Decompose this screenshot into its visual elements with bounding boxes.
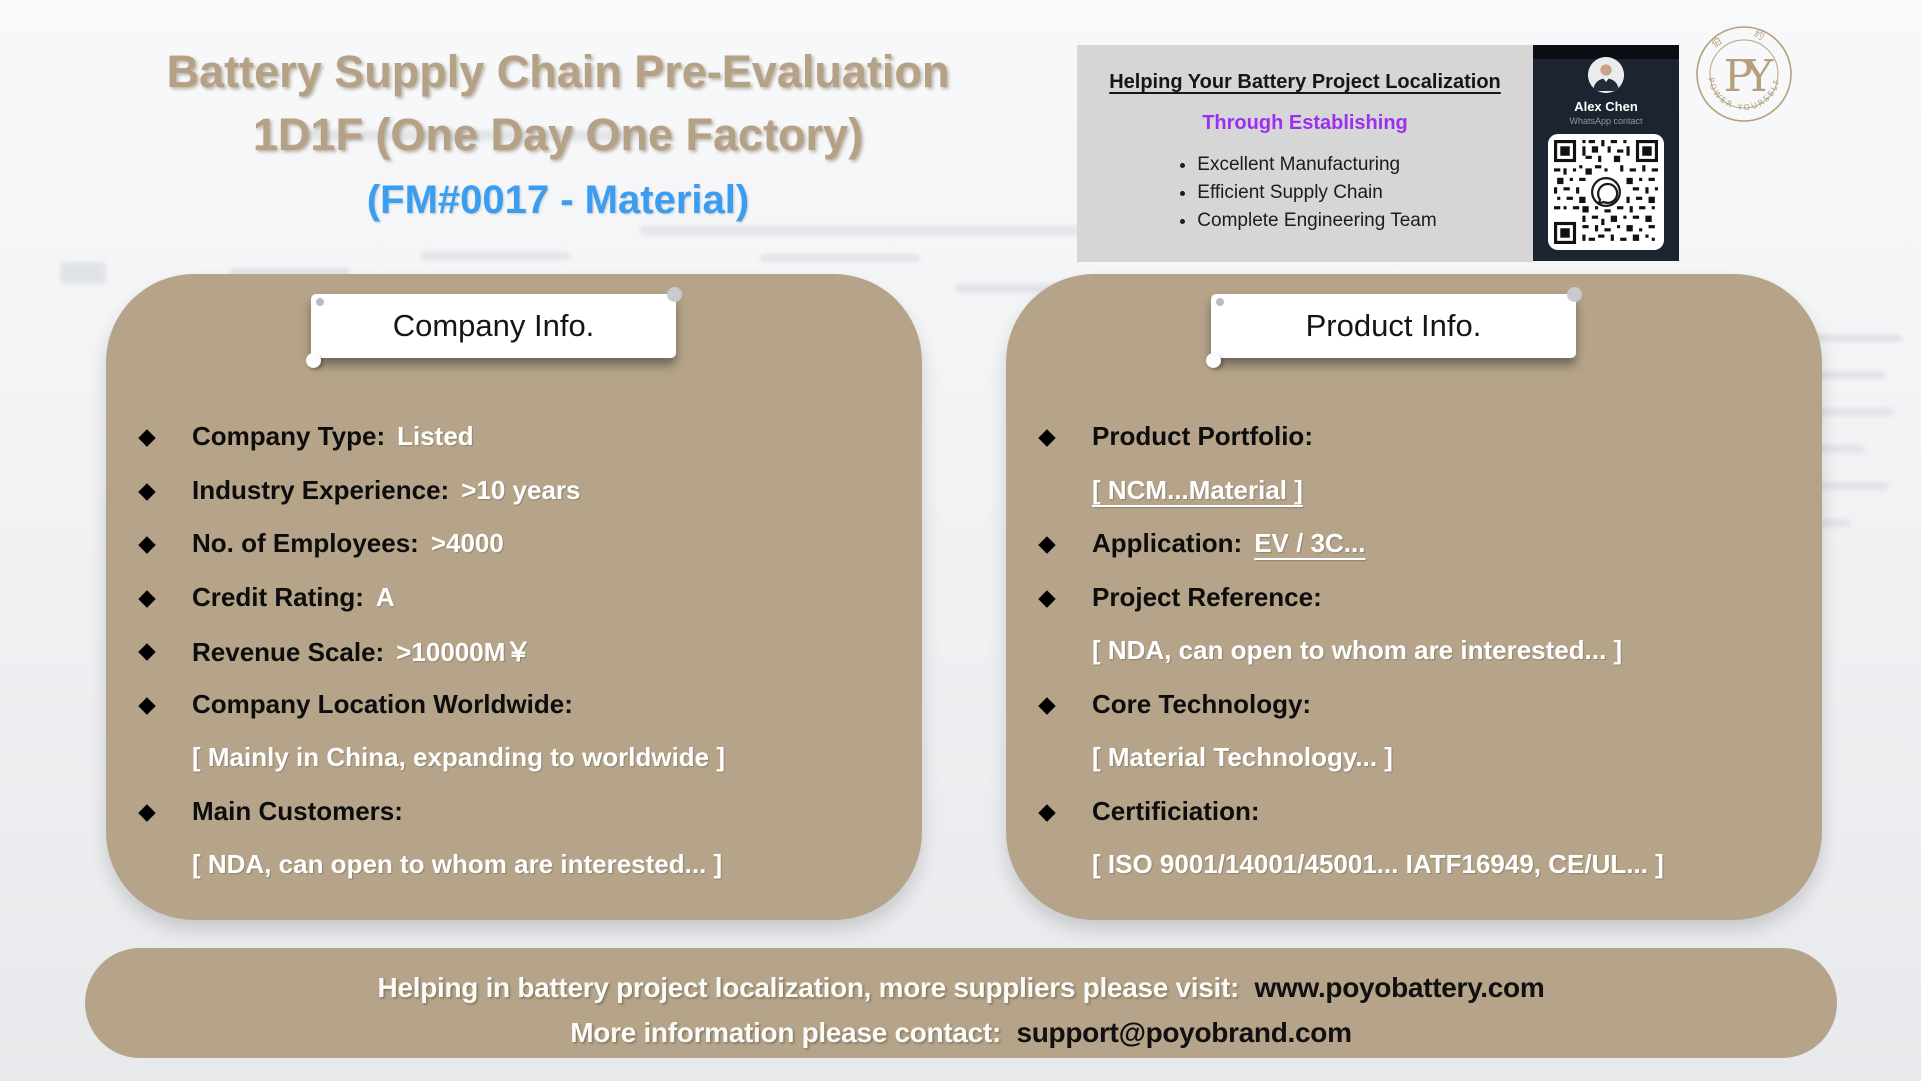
list-item: ◆ Product Portfolio: — [1006, 410, 1822, 464]
diamond-bullet-icon: ◆ — [138, 423, 156, 450]
company-info-banner: Company Info. — [306, 287, 682, 368]
diamond-bullet-icon: ◆ — [138, 637, 156, 664]
list-item: ◆ Company Type: Listed — [106, 410, 922, 464]
company-info-title: Company Info. — [392, 308, 595, 343]
list-item: ◆ Application: EV / 3C... — [1006, 517, 1822, 571]
diamond-bullet-icon: ◆ — [138, 530, 156, 557]
person-icon — [1588, 57, 1624, 93]
qr-code-graphic — [1554, 140, 1658, 244]
list-item: ◆ Core Technology: — [1006, 678, 1822, 732]
promo-bullet: Complete Engineering Team — [1197, 207, 1436, 235]
promo-bullet: Excellent Manufacturing — [1197, 151, 1436, 179]
product-info-panel: Product Info. ◆ Product Portfolio: [ NCM.… — [1006, 274, 1822, 920]
list-item: ◆ No. of Employees: >4000 — [106, 517, 922, 571]
background-watermark-row — [60, 262, 106, 284]
contact-caption: WhatsApp contact — [1569, 116, 1643, 126]
background-watermark-row — [300, 130, 640, 141]
banner-corner-dot — [1216, 298, 1224, 306]
promo-heading: Helping Your Battery Project Localizatio… — [1109, 71, 1501, 93]
promo-bullet: Efficient Supply Chain — [1197, 179, 1436, 207]
diamond-bullet-icon: ◆ — [1038, 423, 1056, 450]
promo-subheading: Through Establishing — [1202, 112, 1408, 134]
footer-line-2: More information please contact: support… — [85, 1010, 1837, 1055]
product-info-banner: Product Info. — [1206, 287, 1582, 368]
background-watermark-row — [420, 252, 570, 260]
diamond-bullet-icon: ◆ — [138, 476, 156, 503]
diamond-bullet-icon: ◆ — [1038, 583, 1056, 610]
contact-name: Alex Chen — [1574, 99, 1638, 114]
list-item: ◆ Company Location Worldwide: — [106, 678, 922, 732]
list-item: ◆ Industry Experience: >10 years — [106, 464, 922, 518]
title-block: Battery Supply Chain Pre-Evaluation 1D1F… — [118, 40, 998, 223]
footer-bar: Helping in battery project localization,… — [85, 948, 1837, 1058]
list-item: ◆ Certificiation: — [1006, 785, 1822, 839]
diamond-bullet-icon: ◆ — [138, 797, 156, 824]
title-subtitle: (FM#0017 - Material) — [366, 178, 750, 222]
diamond-bullet-icon: ◆ — [1038, 797, 1056, 824]
list-item-detail: [ NDA, can open to whom are interested..… — [1092, 635, 1623, 666]
list-item-detail: [ Material Technology... ] — [1092, 742, 1393, 773]
whatsapp-contact-card: Alex Chen WhatsApp contact — [1533, 45, 1679, 261]
product-info-list: ◆ Product Portfolio: [ NCM...Material ] ◆… — [1006, 410, 1822, 892]
footer-text: More information please contact: — [570, 1017, 1001, 1048]
list-item-detail: [ Mainly in China, expanding to worldwid… — [192, 742, 726, 773]
list-item: ◆ Revenue Scale: >10000M￥ — [106, 624, 922, 678]
background-watermark-row — [760, 254, 920, 262]
list-item-detail: [ NCM...Material ] — [1092, 474, 1303, 505]
diamond-bullet-icon: ◆ — [138, 690, 156, 717]
background-watermark-row — [230, 268, 350, 276]
footer-line-1: Helping in battery project localization,… — [85, 965, 1837, 1010]
footer-email: support@poyobrand.com — [1016, 1017, 1352, 1048]
banner-corner-dot — [316, 298, 324, 306]
list-item-detail: [ NDA, can open to whom are interested..… — [192, 849, 723, 880]
footer-text: Helping in battery project localization,… — [377, 972, 1240, 1003]
diamond-bullet-icon: ◆ — [138, 583, 156, 610]
list-item: ◆ Project Reference: — [1006, 571, 1822, 625]
company-info-panel: Company Info. ◆ Company Type: Listed ◆ Indu… — [106, 274, 922, 920]
avatar — [1588, 57, 1624, 93]
power-yourself-logo-icon: 伯 约 POWER YOURSELF PY — [1696, 26, 1792, 122]
title-line-1: Battery Supply Chain Pre-Evaluation — [166, 46, 950, 97]
brand-logo: 伯 约 POWER YOURSELF PY — [1694, 24, 1794, 124]
whatsapp-qr-code — [1548, 134, 1664, 250]
product-info-title: Product Info. — [1305, 308, 1482, 343]
promo-box: Helping Your Battery Project Localizatio… — [1077, 45, 1533, 262]
footer-website: www.poyobattery.com — [1254, 972, 1545, 1003]
background-watermark-row — [640, 226, 1160, 235]
svg-text:伯 约: 伯 约 — [1709, 27, 1779, 51]
diamond-bullet-icon: ◆ — [1038, 690, 1056, 717]
list-item: ◆ Main Customers: — [106, 785, 922, 839]
promo-bullet-list: Excellent Manufacturing Efficient Supply… — [1173, 151, 1436, 235]
list-item-detail: [ ISO 9001/14001/45001... IATF16949, CE/… — [1092, 849, 1664, 880]
title-line-2: 1D1F (One Day One Factory) — [252, 109, 864, 160]
company-info-list: ◆ Company Type: Listed ◆ Industry Experienc… — [106, 410, 922, 892]
diamond-bullet-icon: ◆ — [1038, 530, 1056, 557]
list-item: ◆ Credit Rating: A — [106, 571, 922, 625]
